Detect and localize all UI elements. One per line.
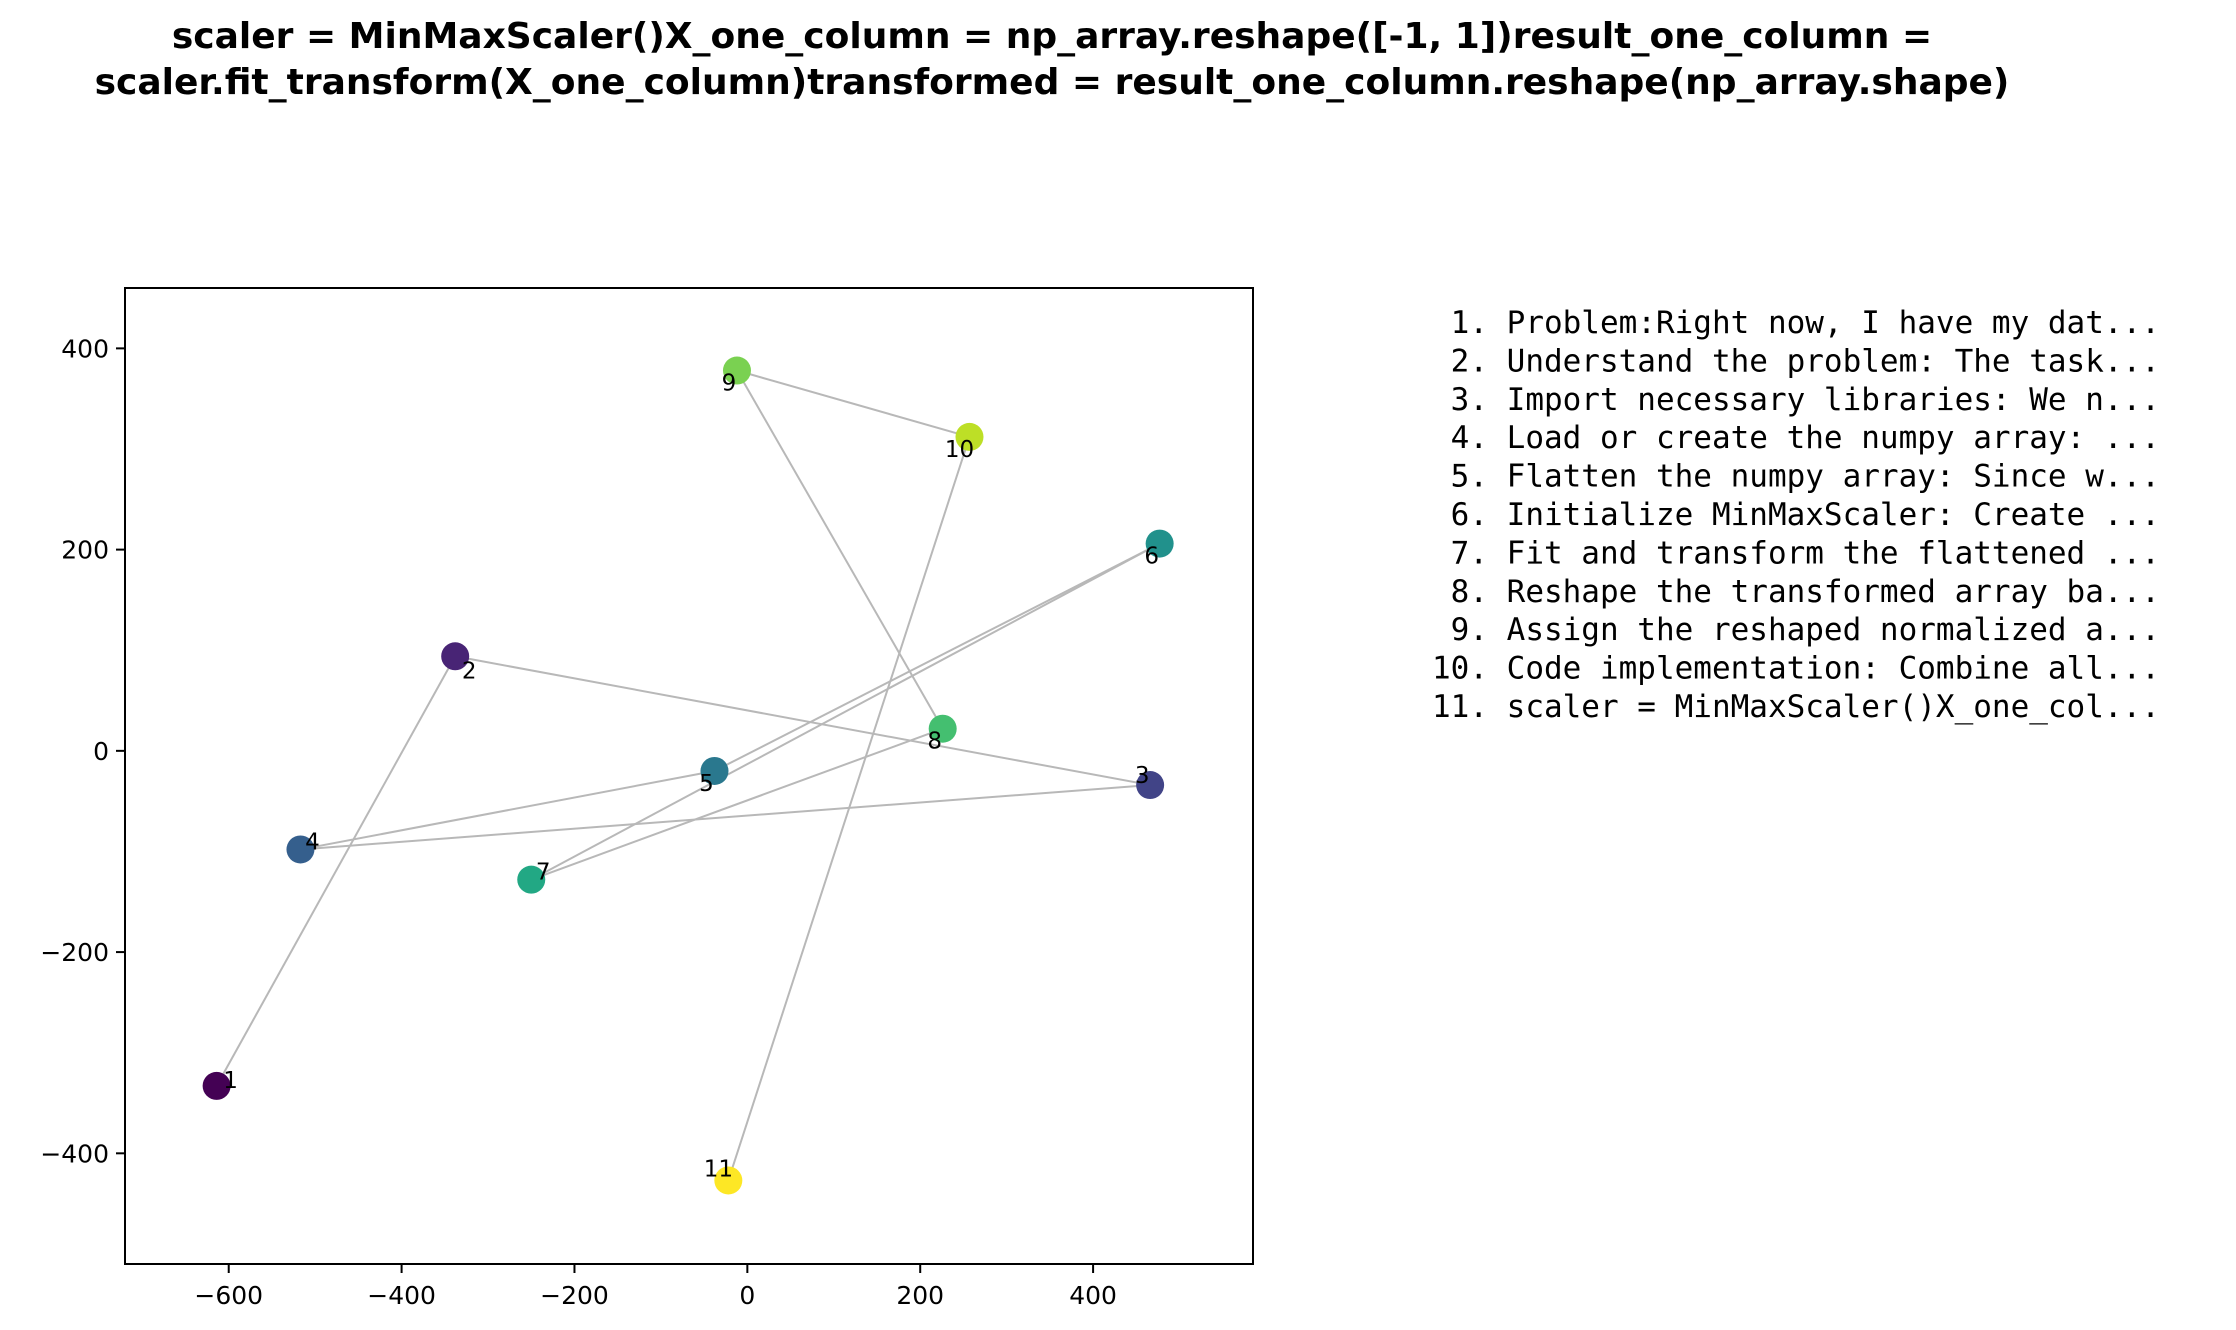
- plot-area: 1 2 3 4 5 6 7 8 9 10 11: [202, 356, 1174, 1195]
- connector-line-2-3: [455, 655, 1151, 787]
- point-label-3: 3: [1135, 763, 1150, 789]
- data-point-7: [517, 865, 546, 894]
- x-tick-label: −400: [367, 1281, 436, 1310]
- point-label-10: 10: [945, 437, 974, 463]
- chart-title-line-2: scaler.fit_transform(X_one_column)transf…: [95, 62, 2010, 103]
- point-label-5: 5: [699, 771, 714, 797]
- connector-line-5-6: [714, 542, 1161, 772]
- y-tick-label: 200: [61, 536, 109, 565]
- point-label-8: 8: [927, 729, 942, 755]
- data-point-10: [955, 422, 984, 451]
- step-item-3: 3. Import necessary libraries: We n...: [1432, 382, 2160, 418]
- step-item-7: 7. Fit and transform the flattened ...: [1432, 535, 2160, 571]
- step-item-9: 9. Assign the reshaped normalized a...: [1432, 612, 2160, 648]
- y-tick-label: 0: [93, 737, 109, 766]
- data-point-6: [1145, 529, 1174, 558]
- connector-line-7-8: [530, 727, 944, 881]
- y-tick-label: −400: [40, 1139, 109, 1168]
- data-point-2: [441, 642, 470, 671]
- point-label-9: 9: [722, 371, 737, 397]
- point-label-2: 2: [462, 658, 477, 684]
- point-label-1: 1: [223, 1068, 238, 1094]
- x-axis: −600 −400 −200 0 200 400: [194, 1264, 1117, 1310]
- point-labels: 1 2 3 4 5 6 7 8 9 10 11: [223, 371, 1159, 1183]
- data-point-3: [1136, 771, 1165, 800]
- connector-line-4-5: [300, 769, 715, 851]
- x-tick-label: 200: [896, 1281, 944, 1310]
- data-points: [202, 356, 1174, 1195]
- step-item-11: 11. scaler = MinMaxScaler()X_one_col...: [1432, 689, 2160, 725]
- point-label-6: 6: [1144, 544, 1159, 570]
- step-item-2: 2. Understand the problem: The task...: [1432, 343, 2160, 379]
- point-label-7: 7: [536, 860, 551, 886]
- y-axis: −400 −200 0 200 400: [40, 334, 125, 1168]
- data-point-5: [700, 756, 729, 785]
- step-item-5: 5. Flatten the numpy array: Since w...: [1432, 459, 2160, 495]
- axes-frame: [124, 287, 1254, 1265]
- connector-line-8-9: [736, 370, 944, 730]
- step-item-8: 8. Reshape the transformed array ba...: [1432, 574, 2160, 610]
- point-label-11: 11: [704, 1156, 733, 1182]
- step-item-1: 1. Problem:Right now, I have my dat...: [1432, 305, 2160, 341]
- connector-line-3-4: [300, 784, 1151, 851]
- connector-line-10-11: [727, 436, 971, 1181]
- connector-line-1-2: [215, 655, 457, 1087]
- step-item-6: 6. Initialize MinMaxScaler: Create ...: [1432, 497, 2160, 533]
- point-label-4: 4: [305, 829, 320, 855]
- data-point-8: [928, 714, 957, 743]
- data-point-1: [202, 1071, 231, 1100]
- data-point-4: [286, 835, 315, 864]
- steps-list: 1. Problem:Right now, I have my dat... 2…: [1432, 305, 2160, 725]
- connector-lines: [215, 369, 1161, 1181]
- data-point-9: [722, 356, 751, 385]
- x-tick-label: 0: [739, 1281, 755, 1310]
- step-item-10: 10. Code implementation: Combine all...: [1432, 651, 2160, 687]
- x-tick-label: −200: [540, 1281, 609, 1310]
- connector-line-6-7: [530, 542, 1161, 881]
- chart-title-line-1: scaler = MinMaxScaler()X_one_column = np…: [172, 16, 1932, 57]
- connector-line-9-10: [736, 369, 970, 438]
- step-item-4: 4. Load or create the numpy array: ...: [1432, 420, 2160, 456]
- y-tick-label: −200: [40, 938, 109, 967]
- data-point-11: [714, 1166, 743, 1195]
- x-tick-label: −600: [194, 1281, 263, 1310]
- x-tick-label: 400: [1069, 1281, 1117, 1310]
- y-tick-label: 400: [61, 334, 109, 363]
